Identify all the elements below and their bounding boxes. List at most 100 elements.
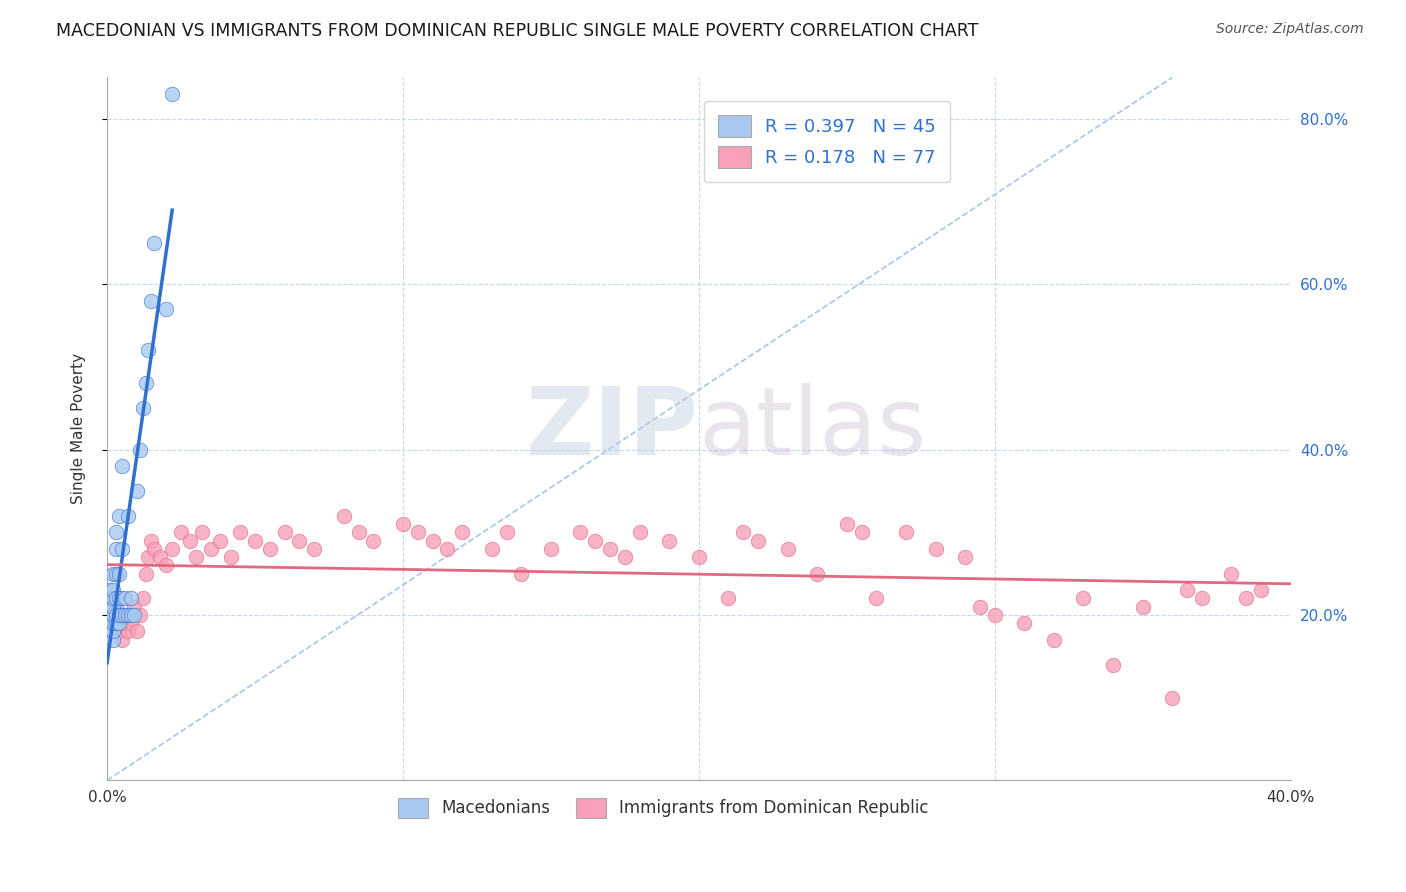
Point <box>243 533 266 548</box>
Point <box>1175 583 1198 598</box>
Point <box>1250 583 1272 598</box>
Point <box>1234 591 1257 606</box>
Point <box>894 525 917 540</box>
Point <box>141 293 163 308</box>
Point <box>120 616 142 631</box>
Point <box>658 533 681 548</box>
Point <box>131 591 153 606</box>
Point <box>1191 591 1213 606</box>
Point <box>128 607 150 622</box>
Point <box>117 607 139 622</box>
Point <box>259 541 281 556</box>
Point <box>302 541 325 556</box>
Y-axis label: Single Male Poverty: Single Male Poverty <box>72 353 86 505</box>
Point <box>451 525 474 540</box>
Point <box>190 525 212 540</box>
Point <box>128 442 150 457</box>
Point <box>122 607 145 622</box>
Point <box>111 607 134 622</box>
Point <box>806 566 828 581</box>
Point <box>155 301 177 316</box>
Point <box>143 235 166 250</box>
Point <box>101 624 124 639</box>
Point <box>135 376 157 391</box>
Point <box>108 566 131 581</box>
Point <box>1014 616 1036 631</box>
Point <box>108 624 131 639</box>
Point <box>135 566 157 581</box>
Point <box>104 599 127 614</box>
Point <box>141 533 163 548</box>
Point <box>149 549 172 564</box>
Point <box>392 516 415 531</box>
Point <box>155 558 177 573</box>
Point <box>717 591 740 606</box>
Point <box>865 591 887 606</box>
Point <box>120 591 142 606</box>
Point <box>101 591 124 606</box>
Point <box>179 533 201 548</box>
Point <box>138 343 160 358</box>
Point <box>333 508 356 523</box>
Point <box>98 583 121 598</box>
Point <box>101 632 124 647</box>
Point <box>108 607 131 622</box>
Point <box>422 533 444 548</box>
Point <box>1043 632 1066 647</box>
Point <box>108 616 131 631</box>
Point <box>101 599 124 614</box>
Point <box>776 541 799 556</box>
Point <box>104 607 127 622</box>
Text: MACEDONIAN VS IMMIGRANTS FROM DOMINICAN REPUBLIC SINGLE MALE POVERTY CORRELATION: MACEDONIAN VS IMMIGRANTS FROM DOMINICAN … <box>56 22 979 40</box>
Text: atlas: atlas <box>699 383 927 475</box>
Point <box>111 541 134 556</box>
Point <box>111 459 134 474</box>
Point <box>117 508 139 523</box>
Point <box>111 616 134 631</box>
Point <box>495 525 517 540</box>
Point <box>481 541 503 556</box>
Point <box>98 599 121 614</box>
Point <box>733 525 755 540</box>
Point <box>108 508 131 523</box>
Point <box>288 533 311 548</box>
Point <box>111 591 134 606</box>
Point <box>101 616 124 631</box>
Point <box>111 632 134 647</box>
Point <box>160 87 183 101</box>
Point <box>969 599 991 614</box>
Point <box>108 591 131 606</box>
Point <box>983 607 1005 622</box>
Point <box>101 583 124 598</box>
Point <box>229 525 252 540</box>
Point <box>117 624 139 639</box>
Point <box>125 483 148 498</box>
Point <box>953 549 976 564</box>
Point <box>688 549 710 564</box>
Point <box>628 525 651 540</box>
Point <box>613 549 636 564</box>
Legend: Macedonians, Immigrants from Dominican Republic: Macedonians, Immigrants from Dominican R… <box>392 791 935 825</box>
Point <box>122 599 145 614</box>
Point <box>114 607 136 622</box>
Point <box>104 525 127 540</box>
Point <box>101 607 124 622</box>
Point <box>170 525 193 540</box>
Point <box>120 607 142 622</box>
Point <box>1102 657 1125 672</box>
Point <box>160 541 183 556</box>
Point <box>1132 599 1154 614</box>
Point <box>347 525 370 540</box>
Point <box>569 525 592 540</box>
Point <box>98 616 121 631</box>
Point <box>114 607 136 622</box>
Point <box>208 533 231 548</box>
Point <box>363 533 385 548</box>
Point <box>131 401 153 416</box>
Point <box>108 607 131 622</box>
Point <box>104 541 127 556</box>
Point <box>125 624 148 639</box>
Point <box>104 616 127 631</box>
Point <box>851 525 873 540</box>
Point <box>747 533 769 548</box>
